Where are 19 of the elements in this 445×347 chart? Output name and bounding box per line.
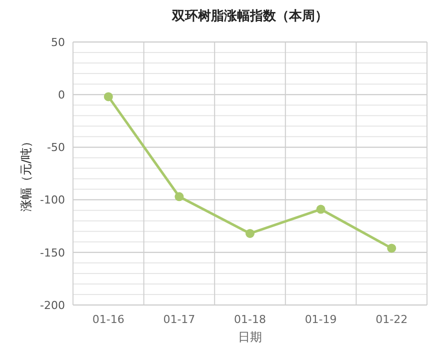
point <box>316 204 326 214</box>
y-tick-label: -200 <box>40 298 65 312</box>
y-tick-label: -150 <box>40 246 65 260</box>
point <box>246 228 254 238</box>
y-tick-label: 0 <box>58 88 65 102</box>
x-tick-label: 01-17 <box>163 313 196 326</box>
y-tick-label: 50 <box>51 36 65 49</box>
point <box>387 244 396 253</box>
x-tick-label: 01-22 <box>376 313 408 326</box>
x-tick-label: 01-19 <box>304 313 337 326</box>
y-tick-label: -100 <box>40 194 65 207</box>
x-axis-title: 日期 <box>238 330 262 344</box>
point <box>104 92 113 102</box>
y-axis-title: 涨幅（元/吨） <box>19 135 33 212</box>
x-tick-label: 01-18 <box>234 313 266 326</box>
point <box>174 192 184 202</box>
y-tick-label: -50 <box>47 141 65 154</box>
chart-title: 双环树脂涨幅指数（本周） <box>171 9 328 24</box>
x-tick-label: 01-16 <box>92 313 124 326</box>
